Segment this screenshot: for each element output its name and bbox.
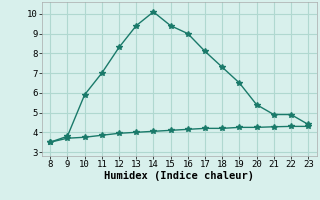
X-axis label: Humidex (Indice chaleur): Humidex (Indice chaleur) [104, 171, 254, 181]
